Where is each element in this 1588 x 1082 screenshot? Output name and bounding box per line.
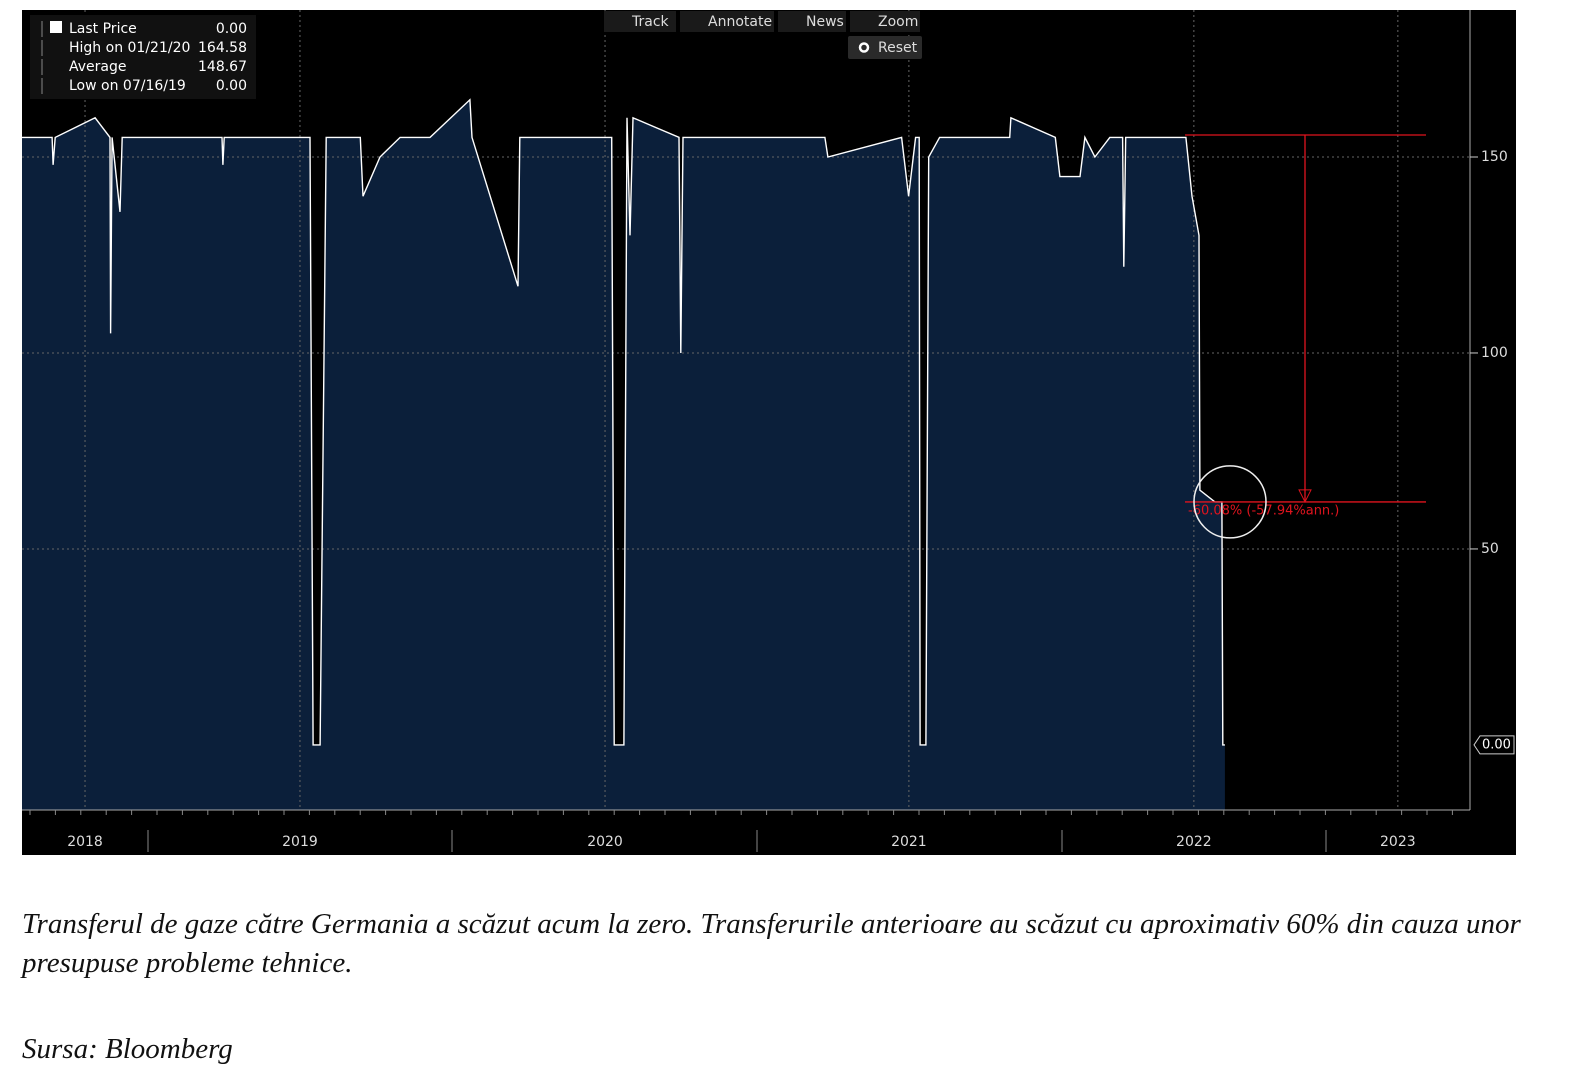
reset-button[interactable] xyxy=(848,36,922,59)
toolbar: Track Annotate News Zoom Reset xyxy=(604,11,922,59)
x-tick-label: 2022 xyxy=(1176,834,1212,850)
x-tick-label: 2023 xyxy=(1380,834,1416,850)
toolbar-button-label: Track xyxy=(631,14,670,30)
y-tick-label: 50 xyxy=(1481,541,1499,557)
toolbar-button-label: News xyxy=(806,14,844,30)
caption: Transferul de gaze către Germania a scăz… xyxy=(22,908,1521,979)
toolbar-button-label: Annotate xyxy=(708,14,772,30)
y-tick-label: 150 xyxy=(1481,149,1508,165)
legend-label: Last Price xyxy=(69,21,137,37)
x-tick-label: 2021 xyxy=(891,834,927,850)
toolbar-button[interactable] xyxy=(680,11,774,32)
legend-box xyxy=(30,15,256,99)
area xyxy=(22,99,1225,811)
toolbar-button[interactable] xyxy=(778,11,846,32)
legend-value: 164.58 xyxy=(198,40,247,56)
legend-value: 148.67 xyxy=(198,59,247,75)
toolbar-button-label: Zoom xyxy=(878,14,918,30)
toolbar-button[interactable] xyxy=(850,11,920,32)
series-line xyxy=(22,98,1225,746)
toolbar-button[interactable] xyxy=(604,11,676,32)
measure-label: -60.08% (-57.94%ann.) xyxy=(1188,503,1339,518)
last-value-tag: 0.00 xyxy=(1482,737,1511,752)
legend-label: High on 01/21/20 xyxy=(69,40,190,56)
measure-arrowhead xyxy=(1298,489,1312,504)
x-tick-label: 2020 xyxy=(587,834,623,850)
reset-label: Reset xyxy=(878,40,918,56)
x-tick-label: 2019 xyxy=(282,834,318,850)
legend-label: Average xyxy=(69,59,127,75)
last-value-tag-box xyxy=(1473,735,1515,755)
x-tick-label: 2018 xyxy=(67,834,103,850)
source: Sursa: Bloomberg xyxy=(22,1033,233,1065)
legend-label: Low on 07/16/19 xyxy=(69,78,186,94)
legend-value: 0.00 xyxy=(216,78,247,94)
legend-value: 0.00 xyxy=(216,21,247,37)
chart: 50 100 150 0.00 2018 2019 2020 2021 2022 2023 -60.… xyxy=(22,10,1516,855)
reset-icon xyxy=(858,42,870,53)
highlight-circle xyxy=(1193,465,1267,539)
y-tick-label: 100 xyxy=(1481,345,1508,361)
legend-swatch xyxy=(50,21,62,33)
